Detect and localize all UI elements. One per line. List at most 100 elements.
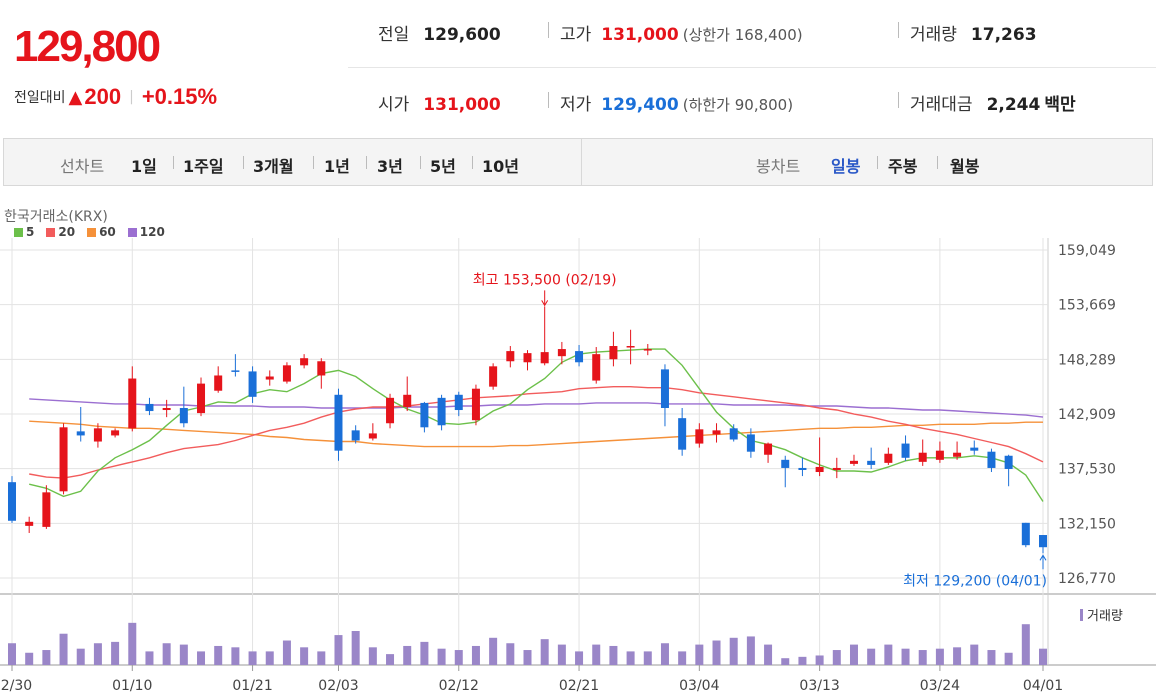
candle-body bbox=[111, 430, 120, 436]
volume-bar bbox=[798, 656, 807, 665]
legend-ma60: 60 bbox=[87, 225, 116, 239]
volume-bar bbox=[918, 650, 927, 665]
up-triangle-icon: ▲ bbox=[68, 86, 83, 108]
x-tick-label: 03/24 bbox=[920, 678, 960, 694]
period-3y-button[interactable]: 3년 bbox=[377, 157, 403, 176]
candle-body bbox=[626, 346, 635, 348]
period-10y-button[interactable]: 10년 bbox=[482, 157, 519, 176]
candle-body bbox=[403, 394, 412, 407]
volume-bar bbox=[317, 651, 326, 665]
toolbar-divider bbox=[581, 139, 582, 185]
candle-body bbox=[832, 467, 841, 470]
volume-bar bbox=[987, 650, 996, 665]
volume-bar bbox=[76, 648, 85, 665]
candle-body bbox=[76, 431, 85, 436]
period-3m-button[interactable]: 3개월 bbox=[253, 157, 294, 176]
candle-body bbox=[884, 453, 893, 463]
volume-bar bbox=[197, 651, 206, 665]
candle-body bbox=[935, 450, 944, 460]
volume-bar bbox=[609, 645, 618, 665]
stat-value: 131,000 bbox=[423, 95, 501, 115]
candle-body bbox=[695, 429, 704, 444]
volume-bar bbox=[695, 644, 704, 665]
candle-body bbox=[248, 371, 257, 397]
candle-body bbox=[781, 459, 790, 468]
candle-body bbox=[231, 370, 240, 372]
candle-daily-button[interactable]: 일봉 bbox=[831, 157, 861, 176]
y-tick-label: 142,909 bbox=[1058, 407, 1116, 423]
volume-bar bbox=[643, 651, 652, 665]
volume-bar bbox=[764, 644, 773, 665]
volume-bar bbox=[575, 651, 584, 665]
candle-body bbox=[265, 376, 274, 380]
volume-bar bbox=[300, 647, 309, 665]
candle-body bbox=[214, 375, 223, 391]
volume-bar bbox=[592, 644, 601, 665]
candle-body bbox=[179, 407, 188, 424]
candle-body bbox=[523, 353, 532, 363]
stat-label: 시가 bbox=[378, 95, 410, 115]
divider bbox=[548, 92, 549, 108]
volume-bar bbox=[523, 650, 532, 665]
volume-bar bbox=[111, 641, 120, 665]
divider bbox=[173, 156, 174, 169]
volume-bar bbox=[781, 658, 790, 665]
y-tick-label: 126,770 bbox=[1058, 571, 1116, 587]
volume-bar bbox=[437, 648, 446, 665]
x-tick-label: 03/04 bbox=[679, 678, 719, 694]
volume-bar bbox=[884, 644, 893, 665]
volume-bar bbox=[282, 640, 291, 665]
volume-bar bbox=[815, 655, 824, 665]
divider bbox=[472, 156, 473, 169]
volume-bar bbox=[471, 645, 480, 665]
candle-body bbox=[368, 433, 377, 439]
x-tick-label: 01/21 bbox=[232, 678, 272, 694]
stat-sub: (하한가 90,800) bbox=[682, 96, 794, 114]
stat-label: 거래량 bbox=[910, 25, 957, 45]
candle-body bbox=[970, 447, 979, 451]
y-tick-label: 132,150 bbox=[1058, 516, 1116, 532]
candle-weekly-button[interactable]: 주봉 bbox=[888, 157, 918, 176]
candle-body bbox=[351, 430, 360, 441]
y-tick-label: 137,530 bbox=[1058, 462, 1116, 478]
volume-bar bbox=[162, 643, 171, 665]
volume-bar bbox=[265, 651, 274, 665]
volume-bar bbox=[849, 644, 858, 665]
candle-body bbox=[849, 460, 858, 464]
volume-bar bbox=[93, 643, 102, 665]
period-1d-button[interactable]: 1일 bbox=[131, 157, 157, 176]
y-tick-label: 148,289 bbox=[1058, 352, 1116, 368]
volume-legend-label: 거래량 bbox=[1087, 609, 1123, 624]
volume-bar bbox=[248, 651, 257, 665]
volume-bar bbox=[454, 650, 463, 665]
candle-body bbox=[729, 428, 738, 440]
stat-label: 전일 bbox=[378, 25, 410, 45]
ma-legend: 5 20 60 120 bbox=[14, 225, 177, 239]
candle-body bbox=[93, 428, 102, 442]
volume-bar bbox=[540, 639, 549, 665]
candle-body bbox=[42, 492, 51, 527]
candle-body bbox=[764, 443, 773, 455]
candle-body bbox=[609, 346, 618, 360]
stat-value: 129,600 bbox=[423, 25, 501, 45]
candle-body bbox=[678, 418, 687, 450]
x-tick-label: 12/30 bbox=[0, 678, 32, 694]
period-1y-button[interactable]: 1년 bbox=[324, 157, 350, 176]
volume-bar bbox=[351, 631, 360, 665]
candle-body bbox=[162, 407, 171, 411]
period-1w-button[interactable]: 1주일 bbox=[183, 157, 224, 176]
change-label: 전일대비 bbox=[14, 90, 66, 106]
volume-bar bbox=[901, 648, 910, 665]
candle-body bbox=[712, 430, 721, 435]
volume-bar bbox=[145, 651, 154, 665]
volume-bar bbox=[179, 644, 188, 665]
candle-body bbox=[386, 397, 395, 424]
volume-bar bbox=[25, 652, 34, 665]
stat-unit: 백만 bbox=[1044, 95, 1076, 115]
period-5y-button[interactable]: 5년 bbox=[430, 157, 456, 176]
candle-body bbox=[575, 351, 584, 363]
candle-monthly-button[interactable]: 월봉 bbox=[950, 157, 980, 176]
volume-bar bbox=[128, 622, 137, 665]
x-tick-label: 02/12 bbox=[439, 678, 479, 694]
